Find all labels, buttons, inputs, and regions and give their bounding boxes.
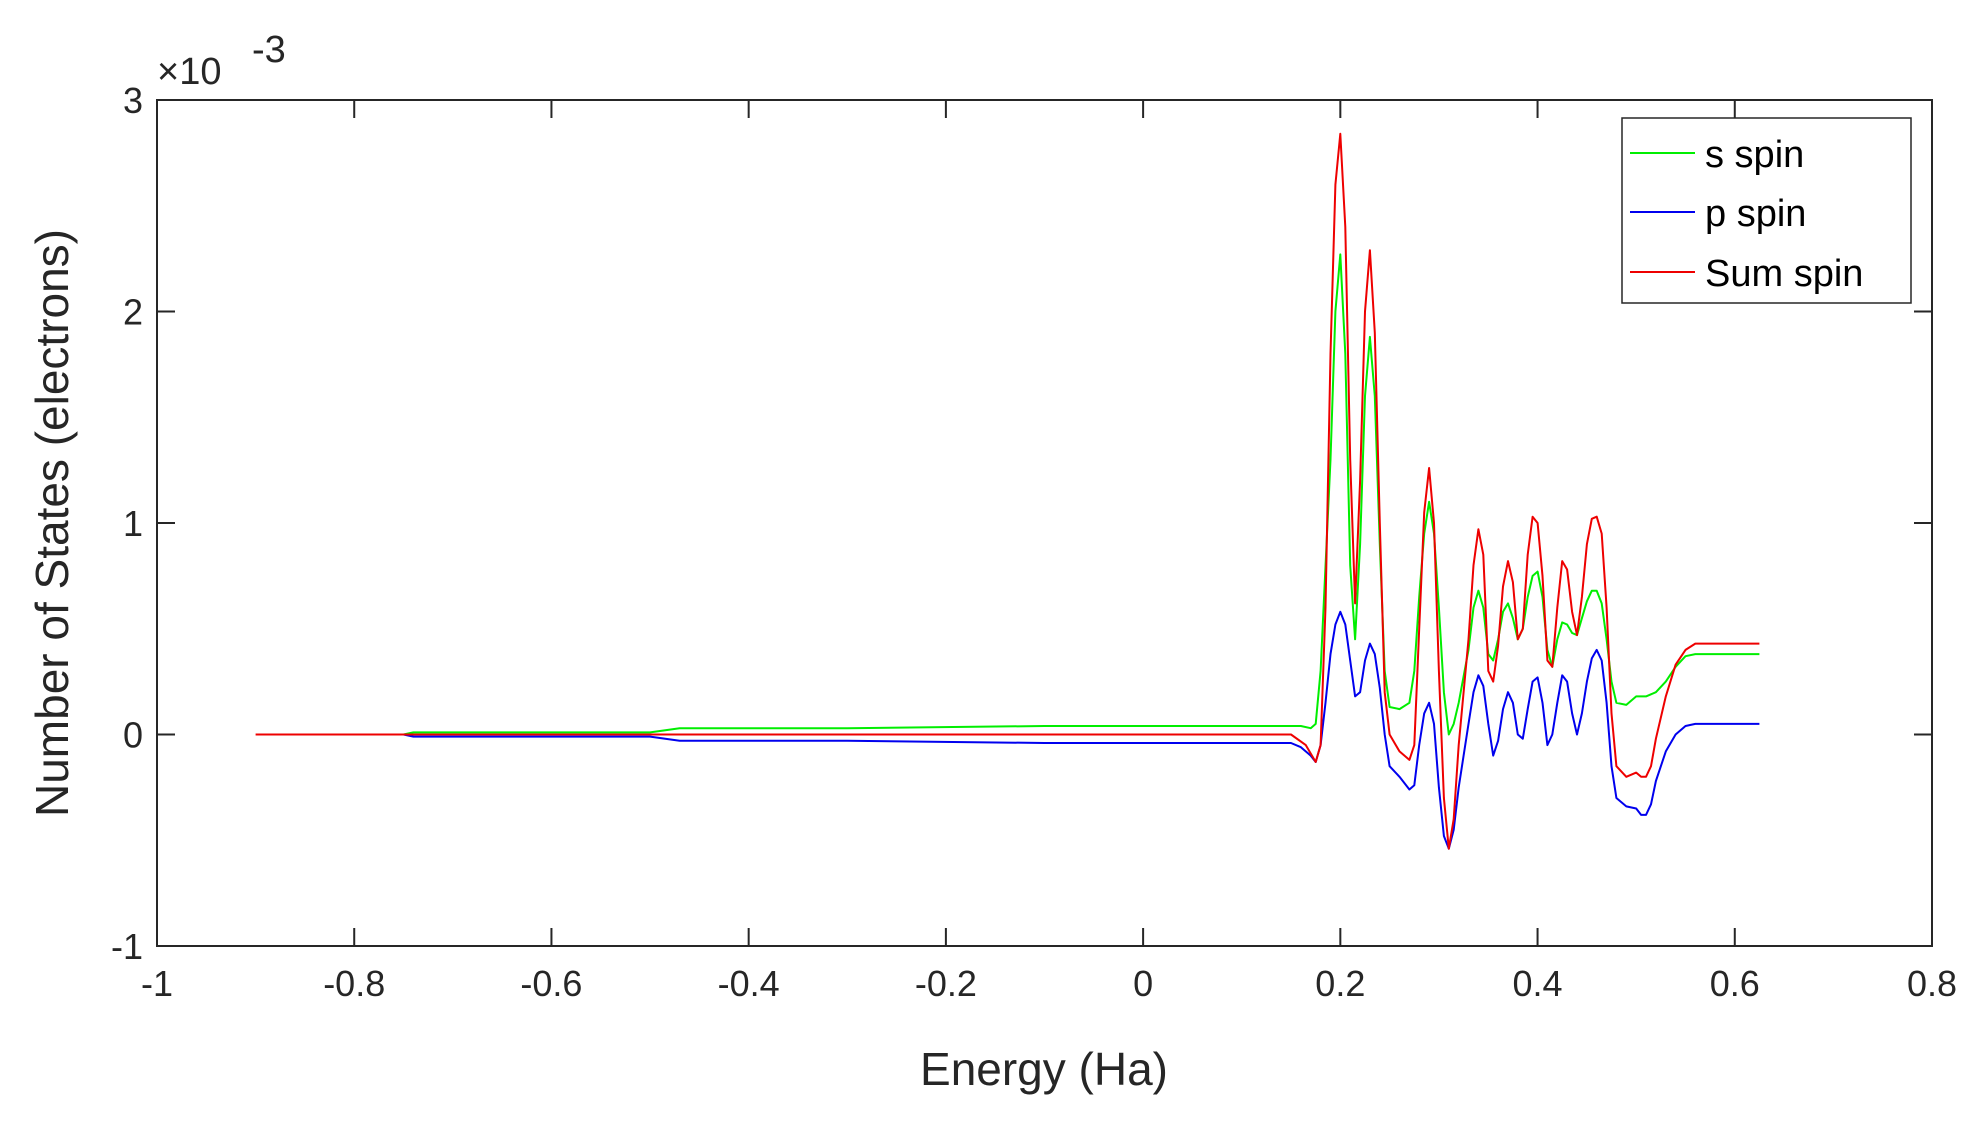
y-tick-label: 2 bbox=[123, 292, 143, 333]
x-tick-label: 0.4 bbox=[1513, 963, 1563, 1004]
y-multiplier-base: ×10 bbox=[157, 51, 221, 93]
x-tick-label: 0 bbox=[1133, 963, 1153, 1004]
x-tick-label: 0.2 bbox=[1315, 963, 1365, 1004]
legend: s spin p spin Sum spin bbox=[1621, 117, 1912, 304]
x-tick-label: 0.6 bbox=[1710, 963, 1760, 1004]
y-tick-label: 3 bbox=[123, 80, 143, 121]
y-multiplier-exponent: -3 bbox=[252, 29, 286, 71]
series-line-s-spin bbox=[403, 253, 1760, 736]
legend-label-sum-spin: Sum spin bbox=[1705, 253, 1863, 295]
series-line-p-spin bbox=[403, 610, 1760, 850]
y-tick-label: 0 bbox=[123, 715, 143, 756]
x-axis-label: Energy (Ha) bbox=[920, 1043, 1168, 1095]
legend-label-p-spin: p spin bbox=[1705, 193, 1806, 235]
x-tick-label: -0.8 bbox=[323, 963, 385, 1004]
legend-label-s-spin: s spin bbox=[1705, 134, 1804, 176]
series-line-sum-spin bbox=[255, 132, 1760, 850]
ticks-layer: -1 -0.8 -0.6 -0.4 -0.2 0 0.2 0.4 0.6 0.8 -1 0 1 2 3 bbox=[111, 80, 1957, 1004]
x-tick-label: 0.8 bbox=[1907, 963, 1957, 1004]
y-tick-label: -1 bbox=[111, 926, 143, 967]
y-axis-label: Number of States (electrons) bbox=[26, 229, 78, 817]
series-layer bbox=[255, 132, 1760, 850]
x-tick-label: -0.4 bbox=[718, 963, 780, 1004]
x-tick-label: -0.6 bbox=[520, 963, 582, 1004]
x-tick-label: -1 bbox=[141, 963, 173, 1004]
x-tick-label: -0.2 bbox=[915, 963, 977, 1004]
y-tick-label: 1 bbox=[123, 503, 143, 544]
plot-frame bbox=[156, 99, 1933, 947]
